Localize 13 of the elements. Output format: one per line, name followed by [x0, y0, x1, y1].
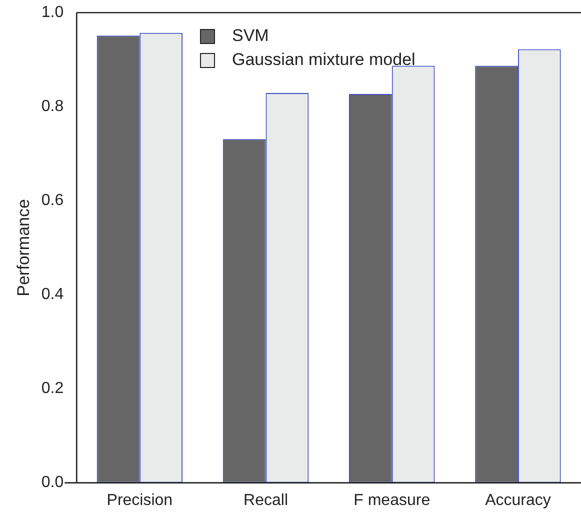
y-tick-label: 0.8	[41, 98, 64, 116]
y-axis-title: Performance	[14, 199, 33, 296]
x-tick-label: F measure	[354, 492, 430, 509]
x-tick-label: Accuracy	[485, 492, 551, 509]
y-tick-label: 0.2	[41, 380, 64, 398]
x-tick-label: Recall	[244, 492, 288, 509]
x-tick-label: Precision	[106, 492, 173, 509]
legend-label: SVM	[232, 26, 269, 46]
y-tick-label: 0.6	[41, 192, 64, 210]
legend-label: Gaussian mixture model	[232, 50, 416, 70]
y-tick-label: 0.0	[41, 474, 64, 492]
y-tick-label: 1.0	[41, 4, 64, 22]
y-tick-label: 0.4	[41, 286, 64, 304]
